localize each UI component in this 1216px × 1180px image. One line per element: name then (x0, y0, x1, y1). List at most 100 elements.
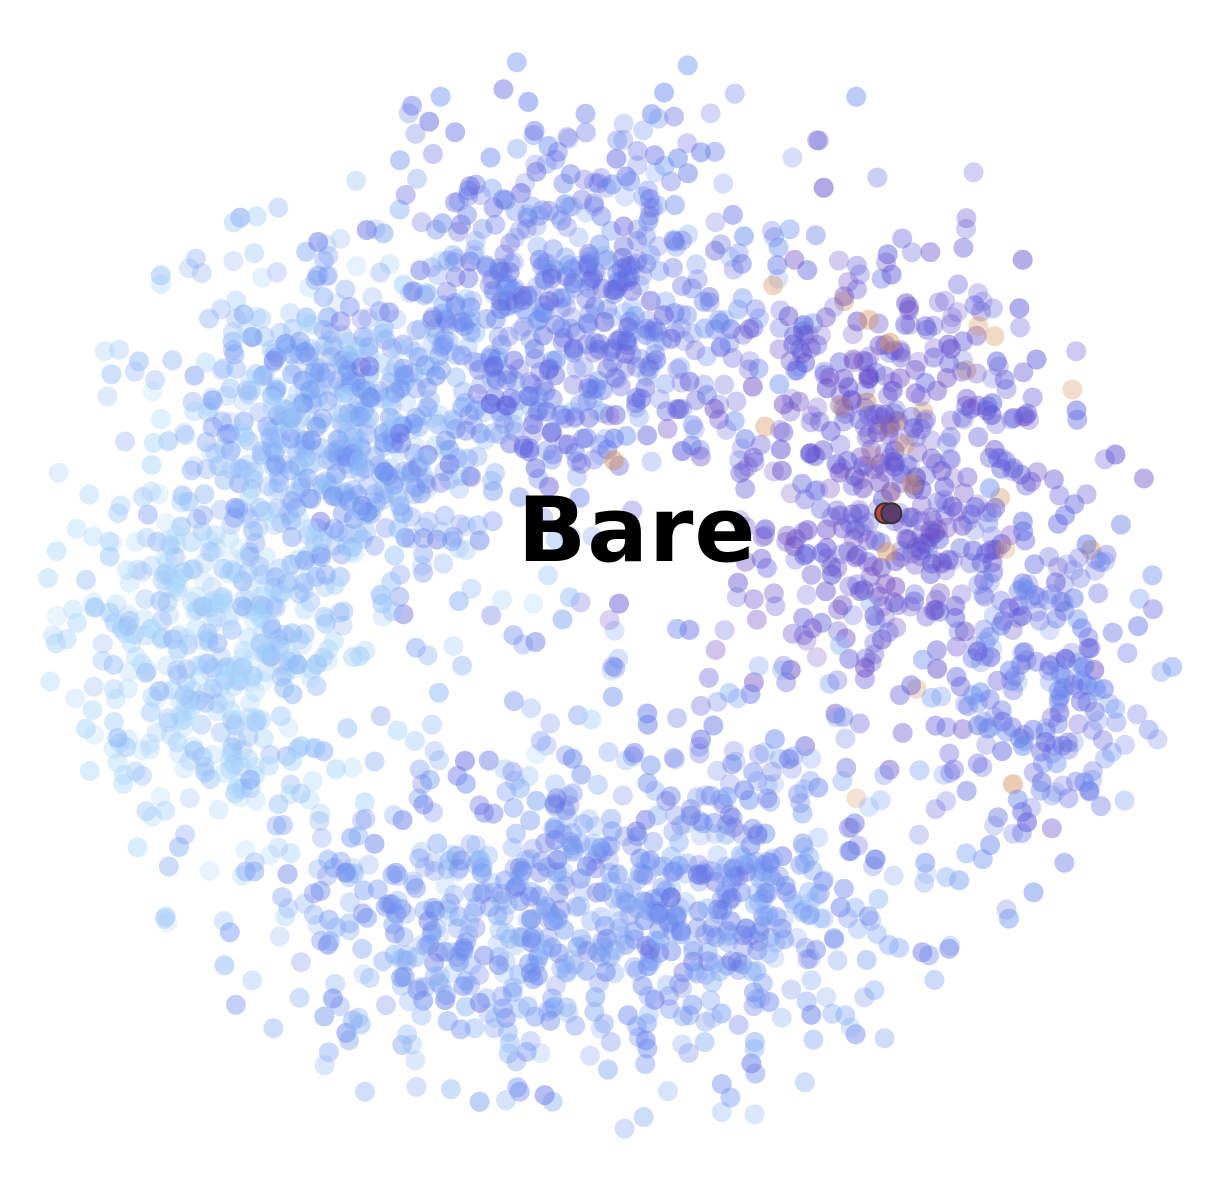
data-point (566, 451, 587, 472)
data-point (141, 455, 162, 475)
data-point (264, 630, 285, 650)
data-point (547, 909, 568, 930)
data-point (814, 364, 835, 385)
data-point (843, 349, 864, 370)
data-point (535, 934, 556, 955)
data-point (1162, 656, 1183, 677)
data-point (156, 562, 177, 583)
data-point (417, 444, 438, 465)
data-point (257, 416, 278, 437)
data-point (553, 327, 574, 348)
data-point (157, 912, 178, 933)
data-point (480, 896, 500, 917)
data-point (463, 902, 484, 923)
data-point (278, 898, 299, 919)
data-point (543, 239, 564, 260)
data-point (127, 559, 148, 580)
data-point (348, 392, 369, 413)
data-point (390, 496, 411, 517)
data-point (1133, 468, 1154, 489)
data-point (283, 393, 304, 414)
data-point (415, 976, 436, 997)
data-point (505, 201, 526, 222)
data-point (794, 315, 814, 335)
data-point (637, 956, 658, 977)
data-point (565, 1015, 586, 1036)
data-point (348, 1007, 369, 1028)
data-point (1101, 742, 1122, 763)
data-point (360, 387, 381, 408)
data-point (325, 535, 345, 556)
data-point (437, 250, 458, 271)
data-point (764, 947, 785, 968)
data-point (253, 447, 274, 468)
data-point (469, 395, 490, 416)
data-point (419, 934, 440, 955)
data-point (249, 556, 270, 577)
data-point (841, 389, 862, 410)
data-point (141, 481, 162, 502)
data-point (209, 456, 230, 476)
data-point (288, 412, 309, 433)
data-point (517, 303, 538, 324)
data-point (680, 805, 701, 826)
data-point (273, 454, 294, 475)
data-point (683, 951, 704, 972)
data-point (310, 362, 331, 383)
data-point (829, 462, 850, 483)
data-point (920, 564, 941, 584)
data-point (536, 735, 557, 756)
data-point (788, 356, 808, 377)
data-point (175, 425, 196, 446)
data-point (665, 906, 686, 926)
data-point (847, 545, 868, 566)
data-point (996, 721, 1017, 742)
data-point (293, 469, 314, 490)
data-point (917, 538, 938, 559)
data-point (219, 423, 240, 444)
data-point (779, 219, 800, 240)
data-point (981, 526, 1002, 546)
data-point (456, 540, 477, 560)
data-point (447, 918, 468, 939)
data-point (705, 639, 726, 660)
data-point (356, 380, 377, 401)
data-point (690, 825, 711, 846)
data-point (1058, 788, 1079, 809)
data-point (980, 540, 1001, 561)
data-point (699, 292, 720, 313)
data-point (416, 283, 437, 304)
data-point (558, 255, 579, 275)
data-point (271, 512, 291, 533)
data-point (469, 964, 490, 985)
data-point (637, 703, 658, 724)
data-point (1024, 585, 1045, 606)
data-point (586, 378, 607, 399)
data-point (387, 486, 408, 506)
data-point (489, 401, 510, 422)
data-point (312, 479, 333, 500)
data-point (1003, 680, 1024, 701)
data-point (816, 307, 836, 328)
data-point (343, 480, 364, 500)
data-point (748, 656, 769, 677)
data-point (716, 419, 737, 440)
data-point (717, 926, 738, 947)
data-point (732, 288, 753, 309)
data-point (308, 387, 329, 408)
data-point (406, 878, 426, 899)
data-point (815, 581, 836, 602)
data-point (125, 646, 146, 667)
data-point (648, 903, 669, 924)
data-point (795, 937, 816, 958)
data-point (199, 529, 220, 550)
data-point (883, 451, 904, 472)
data-point (489, 946, 510, 967)
data-point (772, 660, 792, 681)
data-point (936, 368, 957, 388)
data-point (340, 371, 361, 392)
data-point (239, 468, 260, 489)
data-point (502, 837, 523, 858)
data-point (156, 655, 177, 676)
data-point (485, 309, 506, 330)
